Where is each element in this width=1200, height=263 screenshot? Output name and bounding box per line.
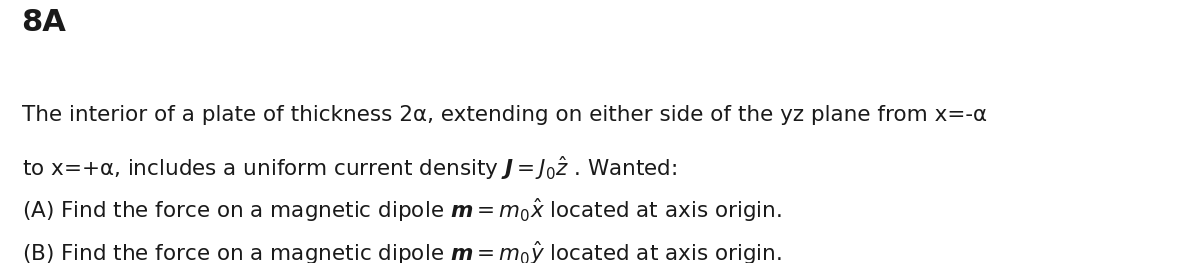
Text: to x=+α, includes a uniform current density $\boldsymbol{J} = J_0\hat{z}$ . Want: to x=+α, includes a uniform current dens…: [22, 154, 677, 181]
Text: (B) Find the force on a magnetic dipole $\boldsymbol{m} = m_0\hat{y}$ located at: (B) Find the force on a magnetic dipole …: [22, 239, 781, 263]
Text: 8A: 8A: [22, 8, 66, 37]
Text: (A) Find the force on a magnetic dipole $\boldsymbol{m} = m_0\hat{x}$ located at: (A) Find the force on a magnetic dipole …: [22, 196, 781, 224]
Text: The interior of a plate of thickness 2α, extending on either side of the yz plan: The interior of a plate of thickness 2α,…: [22, 105, 986, 125]
